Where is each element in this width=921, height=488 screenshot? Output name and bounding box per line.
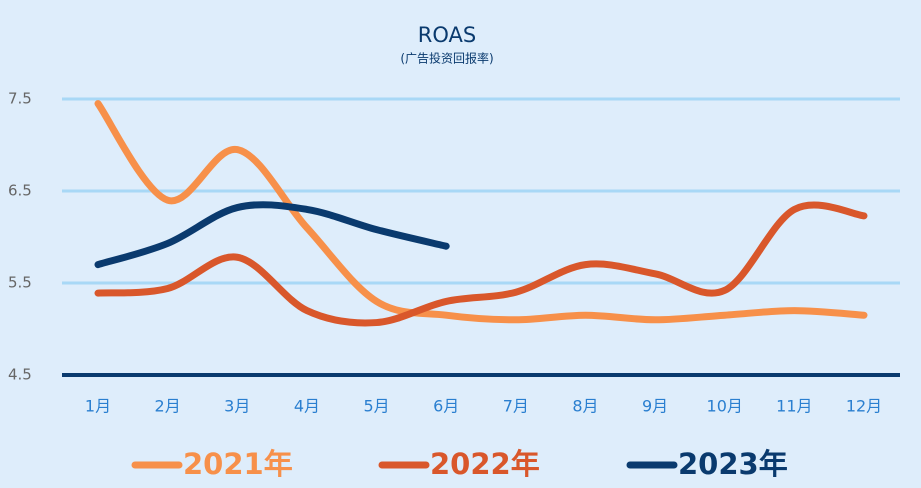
y-tick-label: 4.5 xyxy=(8,366,32,384)
x-tick-label: 5月 xyxy=(363,397,389,416)
legend-label: 2021年 xyxy=(183,447,293,481)
x-tick-label: 9月 xyxy=(642,397,668,416)
legend-label: 2022年 xyxy=(430,447,540,481)
y-tick-label: 7.5 xyxy=(8,90,32,108)
x-tick-label: 6月 xyxy=(433,397,459,416)
x-tick-label: 2月 xyxy=(155,397,181,416)
x-tick-label: 4月 xyxy=(294,397,320,416)
chart-subtitle: (广告投资回报率) xyxy=(400,51,493,66)
x-tick-label: 8月 xyxy=(572,397,598,416)
x-tick-label: 12月 xyxy=(846,397,882,416)
line-series xyxy=(94,201,450,269)
legend-label: 2023年 xyxy=(678,447,788,481)
x-tick-label: 3月 xyxy=(224,397,250,416)
y-tick-label: 5.5 xyxy=(8,274,32,292)
x-tick-label: 11月 xyxy=(776,397,812,416)
x-tick-label: 7月 xyxy=(503,397,529,416)
y-tick-label: 6.5 xyxy=(8,182,32,200)
line-series xyxy=(94,201,868,327)
x-tick-label: 10月 xyxy=(707,397,743,416)
chart-title: ROAS xyxy=(418,23,476,47)
line-series xyxy=(94,100,868,324)
x-tick-label: 1月 xyxy=(85,397,111,416)
